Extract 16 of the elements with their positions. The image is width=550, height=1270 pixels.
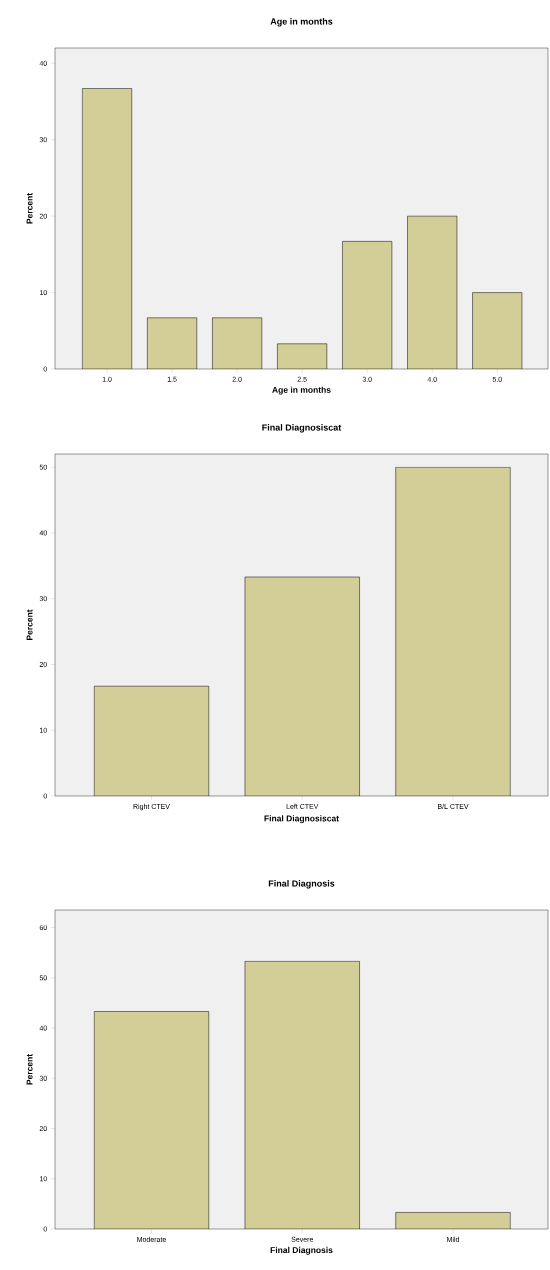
y-axis-title: Percent: [26, 193, 33, 224]
x-axis-title: Final Diagnosiscat: [264, 815, 339, 824]
chart-title: Final Diagnosiscat: [262, 424, 342, 433]
bar: [342, 241, 392, 370]
y-axis-title: Percent: [26, 609, 33, 641]
bar: [212, 317, 262, 370]
x-axis-title: Age in months: [272, 386, 331, 395]
bar: [82, 88, 132, 370]
chart-title: Final Diagnosis: [268, 880, 335, 889]
bar: [472, 292, 523, 370]
x-axis-title: Final Diagnosis: [270, 1246, 333, 1255]
bar: [407, 216, 457, 370]
bar: [147, 317, 197, 370]
bar: [277, 343, 327, 370]
y-axis-title: Percent: [26, 1054, 33, 1085]
chart-title: Age in months: [270, 18, 333, 27]
